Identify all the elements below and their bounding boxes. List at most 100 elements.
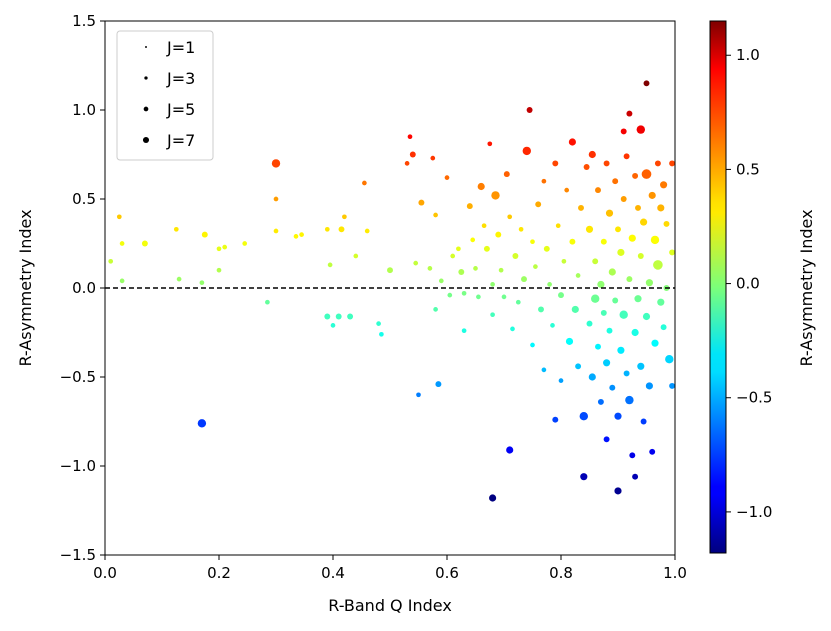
data-point xyxy=(642,312,651,321)
data-point xyxy=(119,278,125,284)
data-point xyxy=(404,161,410,166)
data-point xyxy=(119,241,125,246)
data-point xyxy=(591,294,600,303)
data-point xyxy=(470,237,476,243)
data-point xyxy=(660,324,667,331)
colorbar: 1.0 0.5 0.0 −0.5 −1.0 R-Asymmetry Index xyxy=(709,20,816,554)
data-point xyxy=(293,234,299,239)
data-point xyxy=(631,328,639,337)
legend-box xyxy=(116,30,214,161)
x-axis: 0.0 0.2 0.4 0.6 0.8 1.0 xyxy=(93,555,687,582)
data-point xyxy=(603,160,610,167)
data-point xyxy=(490,282,495,287)
data-point xyxy=(592,258,599,265)
data-point xyxy=(568,138,576,146)
data-point xyxy=(571,305,579,313)
data-point xyxy=(522,146,531,156)
data-point xyxy=(216,267,222,273)
data-point xyxy=(299,232,304,237)
data-point xyxy=(265,299,270,305)
data-point xyxy=(450,253,456,259)
data-point xyxy=(606,327,613,334)
data-point xyxy=(490,312,495,318)
data-point xyxy=(669,249,676,256)
data-point xyxy=(324,226,330,232)
data-point xyxy=(657,204,665,212)
data-point xyxy=(558,292,564,299)
colorbar-tick-label: 0.5 xyxy=(736,160,760,178)
data-point xyxy=(108,258,114,264)
data-point xyxy=(487,141,493,147)
data-point xyxy=(456,246,461,252)
data-point xyxy=(555,223,561,229)
x-axis-label: R-Band Q Index xyxy=(328,596,452,615)
data-point xyxy=(430,155,436,161)
data-point xyxy=(418,199,425,206)
y-tick-label: 1.5 xyxy=(72,12,96,30)
data-point xyxy=(547,282,552,287)
data-point xyxy=(645,382,653,390)
data-point xyxy=(409,151,416,158)
data-point xyxy=(176,276,182,282)
x-tick-label: 0.8 xyxy=(549,564,573,582)
data-point xyxy=(530,239,535,245)
data-point xyxy=(660,181,668,189)
data-point xyxy=(565,337,574,345)
data-point xyxy=(663,220,670,227)
data-point xyxy=(201,231,208,238)
data-point xyxy=(273,196,279,202)
data-point xyxy=(640,418,647,425)
data-point xyxy=(608,268,616,276)
data-point xyxy=(353,253,359,259)
data-point xyxy=(541,178,547,184)
data-point xyxy=(625,395,634,405)
data-point xyxy=(585,225,594,233)
colorbar-frame xyxy=(709,20,727,554)
data-point xyxy=(543,245,550,252)
points-layer xyxy=(108,80,676,502)
y-tick-label: −1.5 xyxy=(60,546,96,564)
y-axis-label: R-Asymmetry Index xyxy=(16,209,35,366)
legend-marker xyxy=(143,106,149,112)
data-point xyxy=(643,80,650,87)
data-point xyxy=(603,359,611,367)
legend-marker xyxy=(144,76,148,80)
x-tick-label: 1.0 xyxy=(663,564,687,582)
data-point xyxy=(623,153,630,160)
data-point xyxy=(605,209,614,217)
data-point xyxy=(330,323,336,328)
data-point xyxy=(617,248,625,256)
data-point xyxy=(507,214,513,220)
data-point xyxy=(444,175,450,180)
data-point xyxy=(141,240,148,247)
data-point xyxy=(407,134,413,140)
data-point xyxy=(564,187,570,193)
data-point xyxy=(653,260,663,270)
data-point xyxy=(327,262,333,268)
data-point xyxy=(387,267,393,274)
data-point xyxy=(579,412,588,421)
data-point xyxy=(376,321,381,326)
y-tick-label: 0.5 xyxy=(72,190,96,208)
data-point xyxy=(588,373,596,381)
data-point xyxy=(526,107,533,113)
data-point xyxy=(595,343,601,350)
data-point xyxy=(433,307,438,312)
data-point xyxy=(645,279,653,287)
data-point xyxy=(473,266,478,271)
data-point xyxy=(669,382,676,389)
data-point xyxy=(650,235,660,245)
data-point xyxy=(588,150,596,159)
data-point xyxy=(324,313,331,320)
data-point xyxy=(575,363,582,370)
data-point xyxy=(501,294,507,300)
data-point xyxy=(503,171,510,178)
data-point xyxy=(636,125,645,134)
legend-marker xyxy=(142,136,150,144)
data-point xyxy=(538,306,544,313)
data-point xyxy=(521,276,527,283)
data-point xyxy=(481,223,487,229)
data-point xyxy=(583,164,590,170)
data-point xyxy=(335,313,342,320)
